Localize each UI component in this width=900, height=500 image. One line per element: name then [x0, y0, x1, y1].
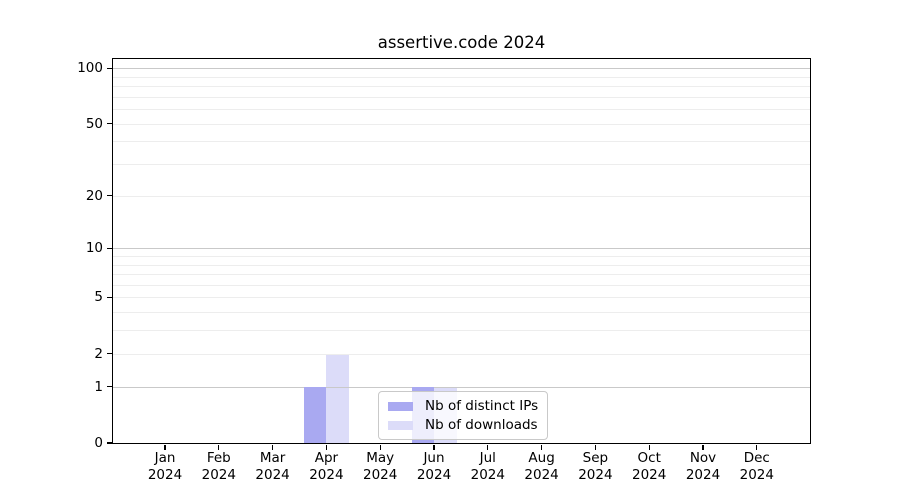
y-tick-label: 20 [85, 187, 103, 204]
grid-line-major [113, 386, 810, 388]
x-tick-year: 2024 [201, 466, 236, 483]
x-tick-mark [702, 444, 704, 450]
y-tick-label: 0 [94, 435, 103, 451]
y-tick-label: 10 [85, 240, 103, 257]
x-tick-label: Nov 2024 [663, 450, 743, 483]
legend-swatch-distinct-ips [388, 401, 413, 411]
y-tick-mark [106, 442, 112, 444]
legend-item-distinct-ips: Nb of distinct IPs [388, 399, 538, 413]
y-tick-mark [106, 123, 112, 125]
x-tick-year: 2024 [578, 466, 613, 483]
bar-nb-of-distinct-ips-apr [303, 386, 327, 443]
x-tick-mark [541, 444, 543, 450]
x-tick-label: Dec 2024 [717, 450, 797, 483]
y-tick-mark [106, 386, 112, 388]
x-tick-month: Jul [479, 450, 496, 466]
x-tick-label: Apr 2024 [286, 450, 366, 483]
y-tick-mark [106, 296, 112, 299]
x-tick-label: Jan 2024 [125, 450, 205, 483]
x-tick-label: Jun 2024 [394, 450, 474, 483]
grid-line-minor [113, 96, 810, 98]
grid-line-minor [113, 264, 810, 266]
x-tick-month: May [366, 450, 395, 466]
legend-label-downloads: Nb of downloads [425, 417, 538, 433]
x-tick-month: Aug [528, 450, 555, 466]
legend: Nb of distinct IPs Nb of downloads [378, 391, 548, 440]
grid-line-minor [113, 164, 810, 166]
x-tick-mark [756, 444, 758, 450]
y-tick-mark [106, 353, 112, 355]
x-tick-year: 2024 [309, 466, 344, 483]
x-tick-mark [594, 444, 596, 450]
x-tick-year: 2024 [470, 466, 505, 483]
x-tick-year: 2024 [147, 466, 183, 483]
y-tick-mark [106, 247, 112, 249]
x-tick-mark [379, 444, 381, 450]
x-tick-month: Jun [423, 450, 445, 466]
x-tick-label: Jul 2024 [448, 450, 528, 483]
x-tick-month: Oct [637, 450, 661, 466]
legend-label-distinct-ips: Nb of distinct IPs [425, 398, 539, 414]
grid-line-major [113, 248, 810, 250]
y-tick-label: 5 [94, 289, 103, 306]
x-tick-mark [433, 444, 435, 450]
x-tick-year: 2024 [255, 466, 290, 483]
x-tick-year: 2024 [739, 466, 774, 483]
x-tick-label: May 2024 [340, 450, 420, 483]
x-tick-month: Apr [314, 450, 339, 466]
grid-line-minor [113, 86, 810, 88]
grid-line-minor [113, 255, 810, 257]
grid-line-major [113, 68, 810, 70]
x-tick-month: Feb [206, 450, 231, 466]
x-tick-label: Aug 2024 [502, 450, 582, 483]
grid-line-major [113, 353, 810, 355]
y-tick-mark [106, 195, 112, 197]
legend-item-downloads: Nb of downloads [388, 418, 538, 432]
x-tick-label: Feb 2024 [179, 450, 259, 483]
grid-line-minor [113, 284, 810, 286]
x-tick-mark [487, 444, 489, 450]
x-tick-label: Mar 2024 [233, 450, 313, 483]
x-tick-mark [648, 444, 650, 450]
x-tick-month: Jan [154, 450, 176, 466]
x-tick-year: 2024 [685, 466, 721, 483]
x-tick-month: Nov [689, 450, 717, 466]
x-tick-mark [325, 444, 327, 450]
legend-swatch-downloads [388, 420, 413, 430]
y-tick-mark [106, 67, 112, 69]
grid-line-minor [113, 330, 810, 332]
grid-line-minor [113, 274, 810, 276]
y-tick-label: 100 [77, 60, 103, 77]
chart-title: assertive.code 2024 [377, 33, 546, 52]
bar-nb-of-downloads-apr [326, 353, 349, 443]
x-tick-year: 2024 [416, 466, 452, 483]
x-tick-month: Sep [582, 450, 609, 466]
x-tick-label: Sep 2024 [555, 450, 635, 483]
y-tick-label: 50 [85, 115, 103, 132]
x-tick-year: 2024 [524, 466, 559, 483]
x-tick-mark [164, 444, 166, 450]
grid-line-minor [113, 76, 810, 78]
x-tick-mark [272, 444, 274, 450]
y-tick-label: 2 [94, 345, 103, 362]
x-tick-year: 2024 [632, 466, 667, 483]
grid-line-major [113, 195, 810, 197]
x-tick-mark [218, 444, 220, 450]
x-tick-month: Dec [743, 450, 770, 466]
grid-line-minor [113, 141, 810, 143]
grid-line-major [113, 297, 810, 299]
x-tick-year: 2024 [363, 466, 398, 483]
y-tick-label: 1 [94, 378, 103, 395]
grid-line-minor [113, 109, 810, 111]
plot-area: 0 1 2 5 10 20 50 100 Jan 2024 Feb 2024 Mar 2024 Apr 202… [77, 58, 811, 483]
x-tick-label: Oct 2024 [609, 450, 689, 483]
x-tick-month: Mar [259, 450, 286, 466]
grid-line-minor [113, 312, 810, 314]
grid-line-major [113, 123, 810, 125]
